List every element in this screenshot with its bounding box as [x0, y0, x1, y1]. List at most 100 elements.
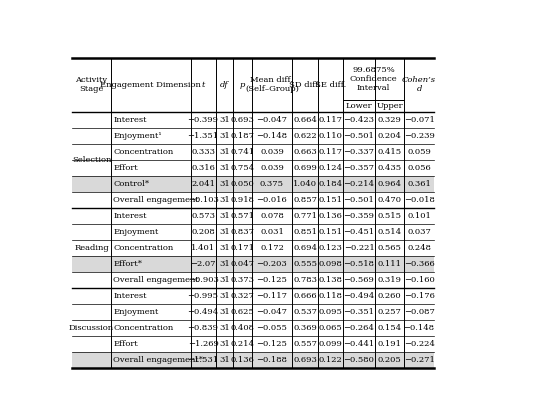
- Text: 0.435: 0.435: [378, 164, 402, 172]
- Text: 0.214: 0.214: [230, 340, 254, 348]
- Text: 0.837: 0.837: [230, 228, 254, 236]
- Text: 31: 31: [219, 340, 230, 348]
- Text: −0.501: −0.501: [343, 132, 375, 140]
- Text: 0.031: 0.031: [260, 228, 284, 236]
- Text: 0.316: 0.316: [191, 164, 215, 172]
- Bar: [73, 256, 434, 272]
- Text: 0.666: 0.666: [293, 292, 317, 300]
- Text: 0.039: 0.039: [260, 148, 284, 156]
- Text: Lower: Lower: [346, 102, 372, 110]
- Text: 0.110: 0.110: [318, 132, 342, 140]
- Text: −0.176: −0.176: [403, 292, 435, 300]
- Text: −0.839: −0.839: [188, 324, 218, 332]
- Text: 0.123: 0.123: [318, 244, 342, 252]
- Text: −0.501: −0.501: [343, 196, 375, 204]
- Text: 0.154: 0.154: [378, 324, 402, 332]
- Text: 0.741: 0.741: [230, 148, 254, 156]
- Text: 0.101: 0.101: [407, 212, 431, 220]
- Text: Interest: Interest: [113, 212, 147, 220]
- Text: 31: 31: [219, 164, 230, 172]
- Text: −0.359: −0.359: [343, 212, 375, 220]
- Text: −0.148: −0.148: [257, 132, 288, 140]
- Text: −0.451: −0.451: [343, 228, 375, 236]
- Text: −0.188: −0.188: [257, 356, 287, 364]
- Text: 0.111: 0.111: [378, 260, 402, 268]
- Text: −0.357: −0.357: [343, 164, 375, 172]
- Text: Control*: Control*: [113, 180, 149, 188]
- Text: Concentration: Concentration: [113, 324, 174, 332]
- Text: 31: 31: [219, 212, 230, 220]
- Text: −0.423: −0.423: [343, 116, 375, 124]
- Text: −0.047: −0.047: [257, 308, 287, 316]
- Text: 0.625: 0.625: [230, 308, 254, 316]
- Text: Engagement Dimension: Engagement Dimension: [100, 81, 201, 89]
- Text: −0.569: −0.569: [343, 276, 375, 284]
- Text: −0.087: −0.087: [403, 308, 435, 316]
- Text: −0.264: −0.264: [343, 324, 375, 332]
- Text: 0.565: 0.565: [378, 244, 402, 252]
- Text: 0.099: 0.099: [318, 340, 342, 348]
- Text: p: p: [240, 81, 245, 89]
- Text: −0.518: −0.518: [343, 260, 375, 268]
- Text: −1.269: −1.269: [188, 340, 218, 348]
- Text: 0.151: 0.151: [318, 196, 342, 204]
- Text: −0.055: −0.055: [257, 324, 287, 332]
- Text: 0.373: 0.373: [230, 276, 254, 284]
- Text: 31: 31: [219, 260, 230, 268]
- Text: 31: 31: [219, 132, 230, 140]
- Text: 0.851: 0.851: [293, 228, 317, 236]
- Text: 0.059: 0.059: [407, 148, 431, 156]
- Text: −0.125: −0.125: [257, 340, 287, 348]
- Text: 0.771: 0.771: [293, 212, 317, 220]
- Text: Enjoyment: Enjoyment: [113, 308, 158, 316]
- Text: −0.580: −0.580: [343, 356, 375, 364]
- Text: −0.071: −0.071: [403, 116, 435, 124]
- Text: SD diff.: SD diff.: [289, 81, 321, 89]
- Text: Overall engagement: Overall engagement: [113, 276, 199, 284]
- Text: 31: 31: [219, 276, 230, 284]
- Text: 31: 31: [219, 116, 230, 124]
- Text: 0.555: 0.555: [293, 260, 317, 268]
- Text: Selection: Selection: [72, 156, 111, 164]
- Text: 0.117: 0.117: [318, 148, 342, 156]
- Text: −1.351: −1.351: [187, 132, 218, 140]
- Text: −0.125: −0.125: [257, 276, 287, 284]
- Text: 0.622: 0.622: [293, 132, 317, 140]
- Text: 31: 31: [219, 292, 230, 300]
- Text: 0.078: 0.078: [260, 212, 284, 220]
- Text: 0.138: 0.138: [318, 276, 342, 284]
- Text: 0.191: 0.191: [378, 340, 402, 348]
- Text: Reading: Reading: [74, 244, 109, 252]
- Bar: [73, 352, 434, 368]
- Text: 0.329: 0.329: [378, 116, 402, 124]
- Text: 0.184: 0.184: [318, 180, 342, 188]
- Text: 0.050: 0.050: [230, 180, 254, 188]
- Text: −0.995: −0.995: [188, 292, 218, 300]
- Text: −0.160: −0.160: [404, 276, 435, 284]
- Text: 0.118: 0.118: [318, 292, 342, 300]
- Text: Effort*: Effort*: [113, 260, 142, 268]
- Text: 0.065: 0.065: [318, 324, 342, 332]
- Text: Effort: Effort: [113, 340, 138, 348]
- Text: 0.056: 0.056: [407, 164, 431, 172]
- Text: 0.918: 0.918: [230, 196, 254, 204]
- Text: −0.239: −0.239: [403, 132, 435, 140]
- Text: −0.494: −0.494: [187, 308, 219, 316]
- Text: −1.531: −1.531: [187, 356, 218, 364]
- Text: 0.124: 0.124: [318, 164, 342, 172]
- Text: 0.369: 0.369: [293, 324, 317, 332]
- Text: 0.047: 0.047: [230, 260, 254, 268]
- Text: 0.136: 0.136: [230, 356, 254, 364]
- Text: −0.337: −0.337: [343, 148, 375, 156]
- Bar: [73, 176, 434, 192]
- Text: 0.208: 0.208: [191, 228, 215, 236]
- Text: 0.098: 0.098: [318, 260, 342, 268]
- Text: 0.537: 0.537: [293, 308, 317, 316]
- Text: 0.470: 0.470: [378, 196, 402, 204]
- Text: Interest: Interest: [113, 292, 147, 300]
- Text: t: t: [201, 81, 205, 89]
- Text: −0.494: −0.494: [343, 292, 375, 300]
- Text: 31: 31: [219, 308, 230, 316]
- Text: 0.693: 0.693: [293, 356, 317, 364]
- Text: 0.039: 0.039: [260, 164, 284, 172]
